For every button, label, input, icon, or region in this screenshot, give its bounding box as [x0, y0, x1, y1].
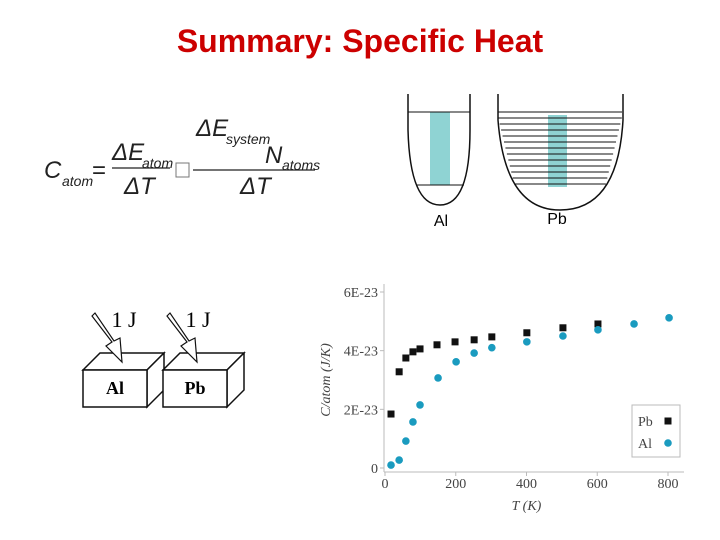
eq-text: C: [44, 157, 62, 184]
x-tick-label: 0: [382, 477, 389, 492]
data-point: [433, 341, 441, 349]
data-point: [409, 418, 417, 426]
data-point: [559, 324, 567, 332]
data-point: [488, 343, 496, 352]
data-point: [387, 410, 395, 418]
x-tick-label: 200: [445, 477, 466, 492]
chart: 0 2E-23 4E-23 6E-23 0 200 400 600 800 T (K) C/atom…: [319, 284, 684, 514]
data-point: [523, 329, 531, 337]
y-tick-label: 4E-23: [344, 345, 378, 360]
data-point: [523, 338, 531, 346]
y-axis-label: C/atom (J/K): [319, 343, 334, 417]
data-point: [451, 338, 459, 346]
block-pb: Pb 1 J: [161, 307, 246, 409]
eq-text: ΔE: [111, 139, 145, 166]
block-al: Al 1 J: [81, 307, 166, 409]
cube-front: [162, 369, 228, 408]
arrow: [166, 312, 198, 364]
y-tick-label: 0: [371, 462, 378, 477]
data-point: [470, 349, 478, 357]
legend-marker: [664, 417, 672, 425]
y-tick-label: 6E-23: [344, 286, 378, 301]
data-point: [402, 354, 410, 362]
energy-label: 1 J: [111, 307, 137, 332]
x-axis-label: T (K): [512, 499, 542, 514]
block-label: Al: [106, 378, 124, 398]
data-point: [416, 401, 424, 409]
missing-glyph: [175, 162, 190, 178]
eq-text: ΔT: [239, 173, 273, 200]
energy-band: [548, 115, 567, 187]
eq-text: ΔT: [123, 173, 157, 200]
data-point: [594, 320, 602, 328]
y-tick-label: 2E-23: [344, 403, 378, 418]
legend-marker: [664, 439, 672, 447]
x-tick-label: 600: [587, 477, 608, 492]
data-point: [395, 368, 403, 376]
data-point: [387, 461, 395, 469]
data-point: [470, 336, 478, 344]
well-curve: [497, 94, 624, 211]
eq-sub: atom: [142, 155, 173, 171]
data-point: [630, 320, 638, 328]
cube-front: [82, 369, 148, 408]
data-point: [402, 437, 410, 445]
well-label: Al: [434, 213, 448, 230]
data-point: [665, 314, 673, 322]
data-point: [488, 333, 496, 341]
data-point: [594, 326, 602, 334]
eq-text: ΔE: [195, 115, 229, 142]
eq-sub: system: [226, 131, 271, 147]
data-point: [434, 374, 442, 382]
block-label: Pb: [184, 378, 205, 398]
well-al: Al: [407, 94, 471, 230]
eq-sub: atoms: [282, 157, 320, 173]
eq-text: =: [92, 157, 106, 184]
slide-title: Summary: Specific Heat: [177, 23, 544, 59]
well-curve: [407, 94, 471, 206]
eq-text: N: [265, 142, 283, 169]
data-point: [559, 332, 567, 340]
x-tick-label: 400: [516, 477, 537, 492]
data-point: [452, 358, 460, 366]
well-label: Pb: [547, 211, 567, 228]
data-point: [416, 345, 424, 353]
legend-box: [631, 404, 681, 458]
eq-sub: atom: [62, 173, 93, 189]
x-tick-label: 800: [658, 477, 679, 492]
well-pb: Pb: [497, 94, 624, 228]
arrow: [91, 312, 123, 364]
legend-label: Pb: [638, 415, 653, 430]
legend-label: Al: [638, 437, 652, 452]
energy-band: [430, 112, 450, 185]
data-point: [395, 456, 403, 464]
energy-label: 1 J: [185, 307, 211, 332]
equation: C atom = ΔE atom ΔT ΔE system N atoms ΔT: [44, 115, 320, 200]
data-point: [409, 348, 417, 356]
